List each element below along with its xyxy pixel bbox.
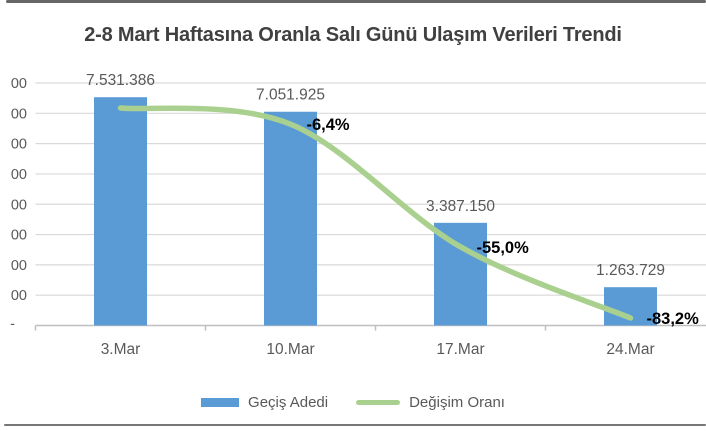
y-axis-tick-label: 00 (11, 137, 27, 153)
top-border-rule (6, 0, 706, 3)
legend-item-degisim-orani: Değişim Oranı (356, 394, 505, 411)
percent-change-label: -6,4% (307, 116, 350, 134)
bar-value-label: 1.263.729 (596, 262, 665, 279)
chart-legend: Geçiş Adedi Değişim Oranı (0, 390, 706, 414)
chart-title: 2-8 Mart Haftasına Oranla Salı Günü Ulaş… (84, 24, 622, 46)
bar-series-swatch (201, 397, 240, 407)
percent-change-label: -83,2% (647, 310, 700, 328)
y-axis-tick-label: 00 (11, 228, 27, 244)
y-axis-tick-label: 00 (11, 106, 27, 122)
y-axis-zero-label: - (10, 317, 15, 333)
bar-value-label: 7.051.925 (256, 87, 325, 104)
legend-label: Geçiş Adedi (248, 393, 329, 411)
legend-item-gecis-adedi: Geçiş Adedi (201, 394, 328, 411)
y-axis-tick-label: 00 (11, 288, 27, 304)
line-series-swatch (356, 399, 401, 405)
y-axis-tick-label: 00 (11, 197, 27, 213)
legend-label: Değişim Oranı (409, 393, 505, 411)
x-axis-label: 10.Mar (266, 341, 314, 358)
y-axis-tick-label: 00 (11, 167, 27, 183)
y-axis-tick-label: 00 (11, 258, 27, 274)
bar (94, 97, 147, 326)
bar (264, 111, 317, 326)
x-axis-label: 24.Mar (606, 341, 654, 358)
bar (434, 222, 487, 326)
trend-line (117, 105, 634, 321)
bottom-border-rule (4, 424, 706, 426)
x-axis-label: 3.Mar (101, 341, 141, 358)
bar-value-label: 3.387.150 (426, 198, 495, 215)
percent-change-label: -55,0% (477, 239, 530, 257)
bar-value-label: 7.531.386 (86, 72, 155, 89)
x-axis-label: 17.Mar (436, 341, 484, 358)
y-axis-tick-label: 00 (11, 76, 27, 92)
